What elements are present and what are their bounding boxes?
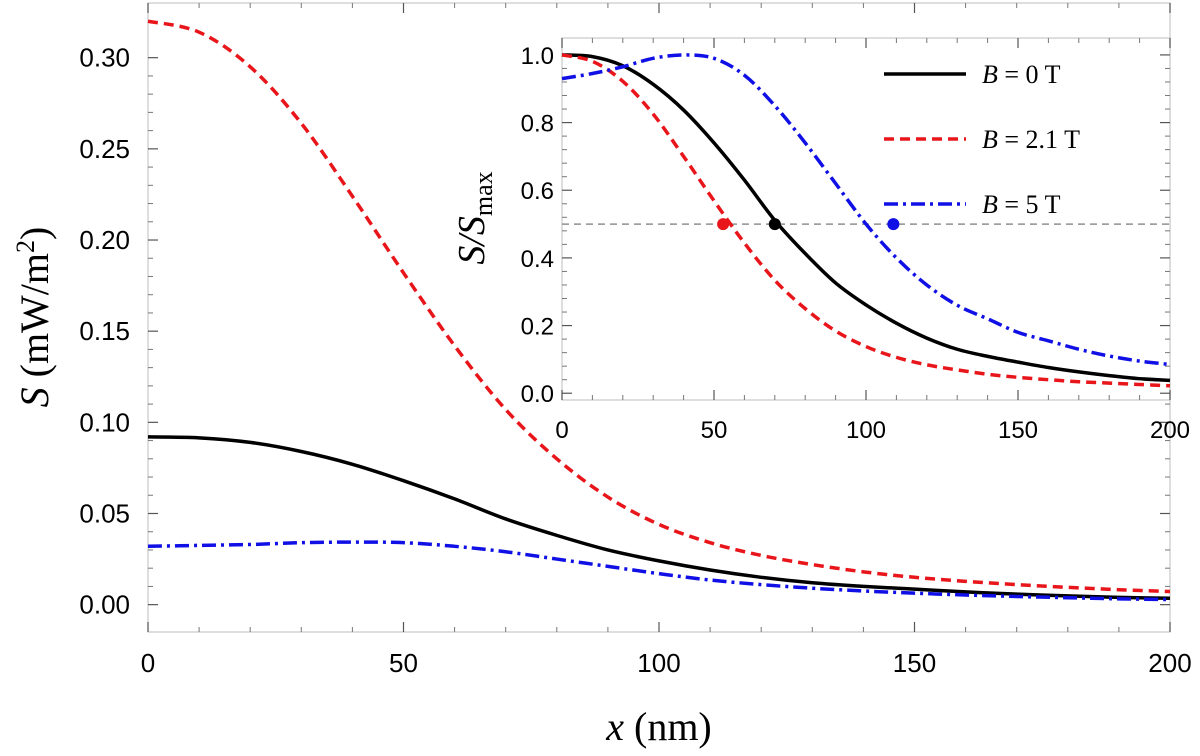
y-tick-label: 0.8	[521, 111, 554, 138]
legend-label-b0: B = 0 T	[982, 60, 1061, 89]
legend-label-b5-var: B	[982, 190, 998, 219]
inset-plot-background	[562, 38, 1170, 400]
x-tick-label: 200	[1150, 417, 1190, 444]
main-y-axis-unit-sup: 2	[11, 240, 40, 253]
x-tick-label: 150	[998, 417, 1038, 444]
legend-label-b21: B = 2.1 T	[982, 125, 1080, 154]
x-tick-label: 150	[893, 648, 936, 678]
main-x-axis-title: x (nm)	[605, 704, 712, 749]
series-line-2	[561, 53, 1171, 367]
x-tick-label: 50	[389, 648, 418, 678]
x-tick-label: 100	[846, 417, 886, 444]
series-line-0	[561, 53, 1171, 383]
y-tick-label: 1.0	[521, 43, 554, 70]
main-x-axis-unit: (nm)	[624, 704, 712, 749]
inset-half-points	[717, 218, 900, 231]
inset-y-axis-sub: max	[469, 171, 498, 216]
inset-tick-labels: 0 50 100 150 200 0.0 0.2 0.4 0.6 0.8 1.0	[521, 43, 1190, 444]
series-line-1	[147, 19, 1171, 594]
x-tick-label: 0	[555, 417, 568, 444]
x-tick-label: 100	[637, 648, 680, 678]
inset-y-axis-title: S/Smax	[451, 171, 498, 264]
legend-label-b0-value: = 0 T	[998, 60, 1061, 89]
main-y-axis-unit: (mW/m	[12, 253, 57, 387]
legend-label-b0-var: B	[982, 60, 998, 89]
half-max-point-2	[887, 218, 900, 231]
half-max-point-0	[768, 218, 781, 231]
legend-label-b21-value: = 2.1 T	[998, 125, 1080, 154]
y-tick-label: 0.2	[521, 314, 554, 341]
y-tick-label: 0.30	[79, 43, 130, 73]
y-tick-label: 0.05	[79, 498, 130, 528]
main-y-axis-var: S	[12, 387, 57, 407]
legend-label-b5-value: = 5 T	[998, 190, 1061, 219]
y-tick-label: 0.00	[79, 590, 130, 620]
y-tick-label: 0.25	[79, 134, 130, 164]
inset-y-axis-var: S/S	[451, 216, 493, 265]
y-tick-label: 0.10	[79, 407, 130, 437]
y-tick-label: 0.0	[521, 381, 554, 408]
legend-label-b5: B = 5 T	[982, 190, 1061, 219]
series-line-2	[147, 540, 1171, 602]
main-y-axis-unit-close: )	[12, 227, 57, 240]
series-line-0	[147, 435, 1171, 601]
inset-series-group	[561, 53, 1171, 388]
legend-label-b21-var: B	[982, 125, 998, 154]
main-series-group	[147, 19, 1171, 602]
y-tick-label: 0.6	[521, 178, 554, 205]
legend: B = 0 T B = 2.1 T B = 5 T	[884, 60, 1080, 219]
half-max-point-1	[717, 218, 730, 231]
x-tick-label: 0	[141, 648, 155, 678]
x-tick-label: 50	[701, 417, 728, 444]
main-y-axis-title: S (mW/m2)	[11, 227, 57, 408]
inset-axis-ticks	[561, 38, 1171, 400]
main-x-axis-var: x	[605, 704, 624, 749]
y-tick-label: 0.15	[79, 316, 130, 346]
y-tick-label: 0.20	[79, 225, 130, 255]
y-tick-label: 0.4	[521, 246, 554, 273]
x-tick-label: 200	[1148, 648, 1191, 678]
